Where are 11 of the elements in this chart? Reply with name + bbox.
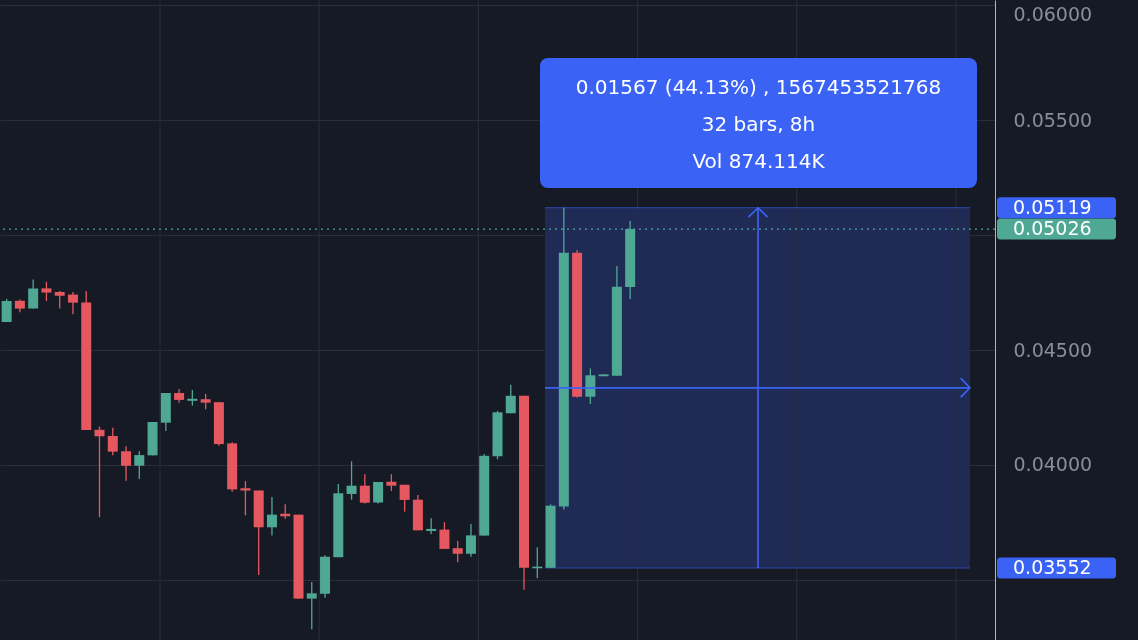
ref-line-label: 0.05119 <box>1013 195 1092 218</box>
y-tick-label: 0.04000 <box>1013 453 1093 476</box>
callout: 0.01567 (44.13%) , 1567453521768 32 bars, 8h Vol 874.114K <box>540 58 977 188</box>
ref-line-label: 0.03552 <box>1013 556 1092 579</box>
annotation: Vol 874.114K <box>691 148 826 175</box>
y-tick-label: 0.05500 <box>1013 108 1093 131</box>
y-tick-label: 0.06000 <box>1013 2 1093 25</box>
ref-line-label: 0.05026 <box>1013 217 1092 240</box>
annotation: 0.01567 (44.13%) , 1567453521768 <box>574 74 943 101</box>
y-tick-label: 0.04500 <box>1013 338 1093 361</box>
annotation: 32 bars, 8h <box>700 111 817 138</box>
